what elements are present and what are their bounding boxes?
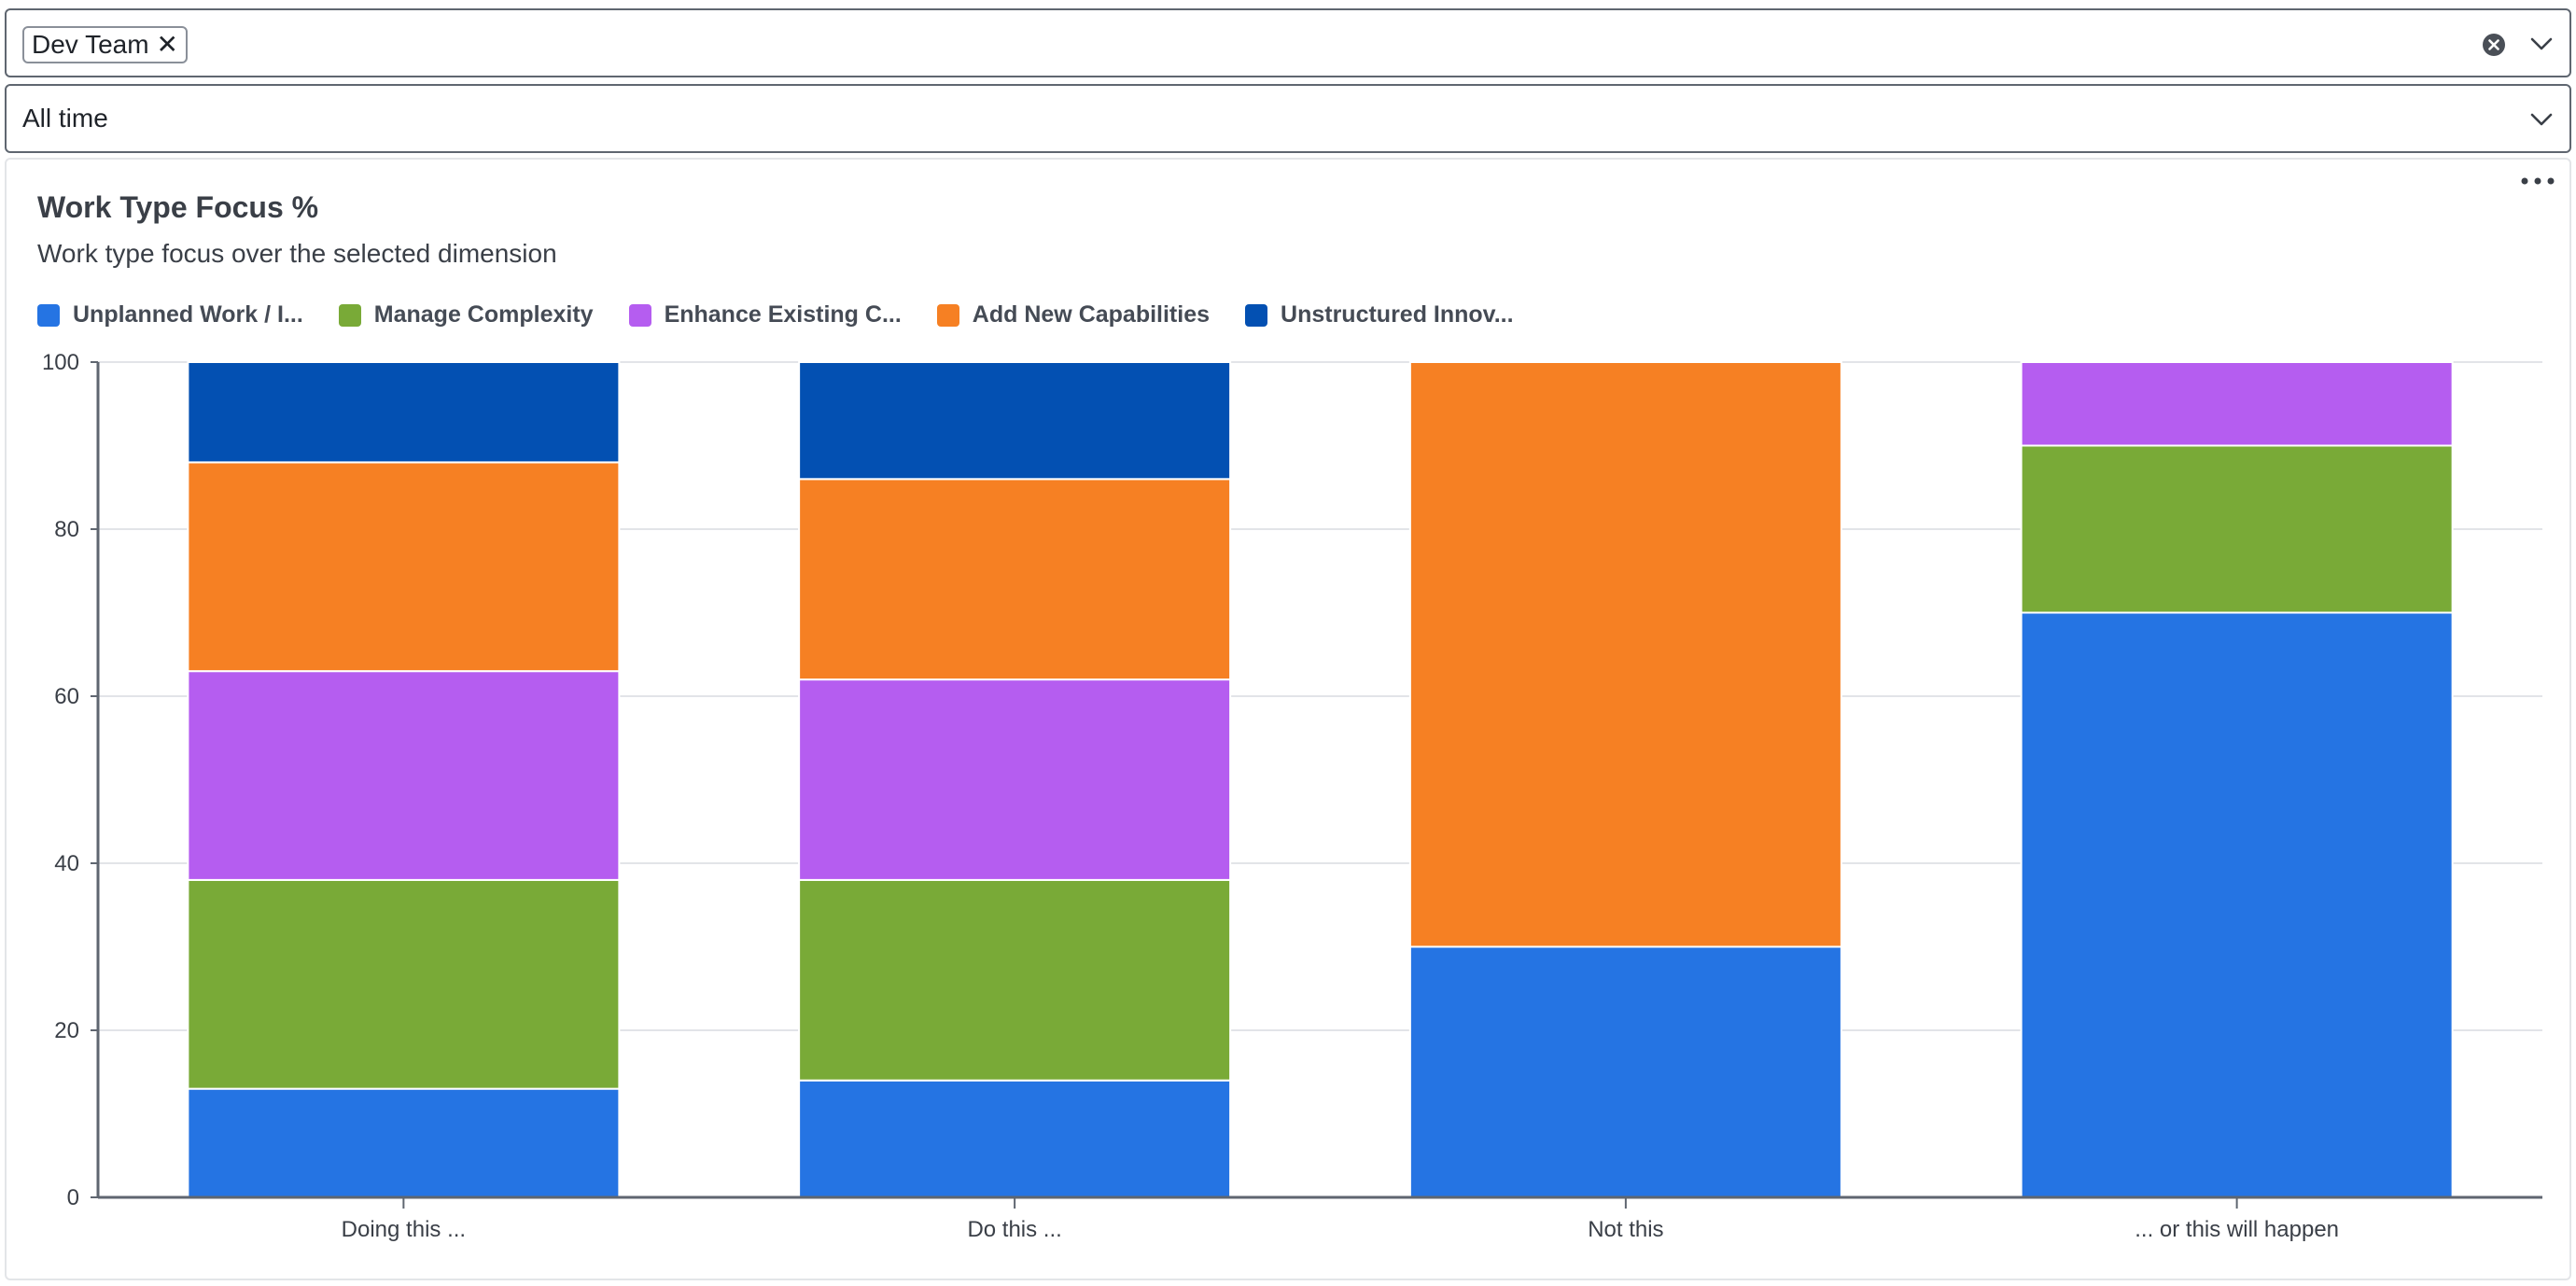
- stacked-bar-chart: 0 20 40 60 80 100 Doing this ... Do this ... Not…: [42, 350, 2542, 1242]
- legend-label: Unstructured Innov...: [1281, 301, 1514, 328]
- chart-subtitle: Work type focus over the selected dimens…: [37, 239, 557, 268]
- y-tick-label: 40: [54, 851, 79, 876]
- legend-swatch: [338, 303, 361, 327]
- chevron-down-icon[interactable]: [2528, 35, 2555, 53]
- x-tick-label: Do this ...: [967, 1217, 1061, 1242]
- team-chip-label: Dev Team: [32, 30, 149, 59]
- remove-chip-icon[interactable]: ✕: [156, 30, 179, 59]
- legend-label: Unplanned Work / I...: [73, 301, 303, 328]
- bar-segment: [2020, 611, 2454, 1198]
- bar-segment: [187, 361, 621, 464]
- more-options-icon[interactable]: [2519, 176, 2556, 186]
- chart-legend: Unplanned Work / I... Manage Complexity En…: [37, 301, 1514, 328]
- bar-segment: [798, 478, 1232, 681]
- legend-item[interactable]: Unstructured Innov...: [1245, 301, 1514, 328]
- legend-label: Manage Complexity: [373, 301, 594, 328]
- legend-item[interactable]: Enhance Existing C...: [628, 301, 902, 328]
- x-tick-label: Not this: [1588, 1217, 1663, 1242]
- bar-segment: [1408, 945, 1842, 1198]
- bar-segment: [798, 678, 1232, 881]
- legend-item[interactable]: Add New Capabilities: [936, 301, 1211, 328]
- bar-segment: [1408, 361, 1842, 948]
- legend-label: Add New Capabilities: [972, 301, 1211, 328]
- bar-segment: [798, 878, 1232, 1082]
- bar-segment: [798, 1079, 1232, 1199]
- time-range-select[interactable]: All time: [5, 84, 2571, 153]
- legend-swatch: [1245, 303, 1268, 327]
- legend-swatch: [628, 303, 651, 327]
- chart-title: Work Type Focus %: [37, 190, 319, 224]
- team-filter-select[interactable]: Dev Team ✕: [5, 8, 2571, 77]
- bar-segment: [187, 878, 621, 1090]
- legend-swatch: [936, 303, 959, 327]
- legend-label: Enhance Existing C...: [664, 301, 902, 328]
- y-tick-label: 20: [54, 1018, 79, 1043]
- y-tick-label: 0: [67, 1185, 79, 1210]
- clear-icon[interactable]: [2482, 33, 2506, 57]
- legend-swatch: [37, 303, 60, 327]
- bar-segment: [2020, 361, 2454, 447]
- bar-segment: [187, 670, 621, 881]
- team-chip: Dev Team ✕: [22, 26, 189, 63]
- y-tick-label: 60: [54, 684, 79, 709]
- time-range-value: All time: [22, 104, 108, 133]
- legend-item[interactable]: Unplanned Work / I...: [37, 301, 303, 328]
- legend-item[interactable]: Manage Complexity: [338, 301, 594, 328]
- bar-segment: [798, 361, 1232, 481]
- y-tick-label: 100: [42, 350, 79, 375]
- bar-segment: [187, 1087, 621, 1199]
- chevron-down-icon[interactable]: [2528, 110, 2555, 129]
- x-tick-label: Doing this ...: [342, 1217, 466, 1242]
- y-tick-label: 80: [54, 517, 79, 542]
- x-tick-label: ... or this will happen: [2135, 1217, 2339, 1242]
- bar-segment: [2020, 444, 2454, 614]
- chart-card: Work Type Focus % Work type focus over t…: [5, 158, 2571, 1280]
- bar-segment: [187, 461, 621, 673]
